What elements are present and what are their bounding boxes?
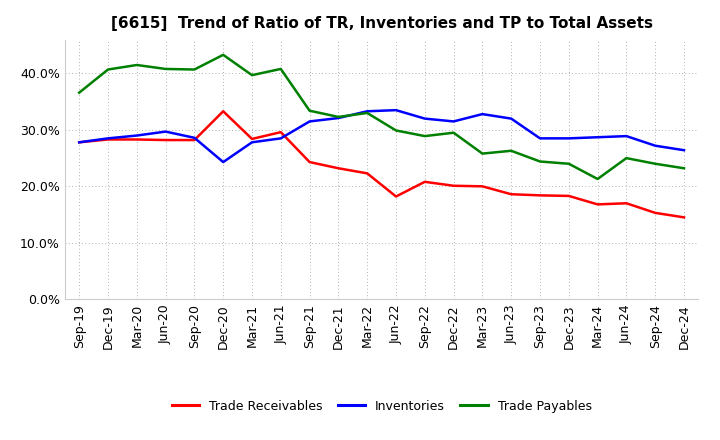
- Trade Receivables: [420, 179, 429, 184]
- Trade Receivables: [161, 137, 170, 143]
- Trade Payables: [132, 62, 141, 68]
- Inventories: [593, 135, 602, 140]
- Trade Payables: [536, 159, 544, 164]
- Inventories: [75, 139, 84, 145]
- Line: Trade Payables: Trade Payables: [79, 55, 684, 179]
- Trade Payables: [190, 67, 199, 72]
- Trade Payables: [276, 66, 285, 72]
- Trade Receivables: [507, 191, 516, 197]
- Trade Payables: [104, 67, 112, 72]
- Trade Payables: [449, 130, 458, 136]
- Trade Receivables: [564, 193, 573, 198]
- Inventories: [363, 109, 372, 114]
- Inventories: [478, 111, 487, 117]
- Trade Payables: [478, 151, 487, 156]
- Inventories: [536, 136, 544, 141]
- Inventories: [305, 119, 314, 124]
- Trade Receivables: [104, 137, 112, 142]
- Trade Payables: [392, 128, 400, 133]
- Trade Payables: [334, 114, 343, 120]
- Trade Receivables: [219, 109, 228, 114]
- Trade Receivables: [363, 171, 372, 176]
- Trade Receivables: [190, 137, 199, 143]
- Trade Receivables: [334, 165, 343, 171]
- Trade Payables: [161, 66, 170, 72]
- Trade Payables: [363, 110, 372, 116]
- Trade Receivables: [392, 194, 400, 199]
- Inventories: [276, 136, 285, 141]
- Trade Receivables: [536, 193, 544, 198]
- Inventories: [651, 143, 660, 148]
- Trade Payables: [564, 161, 573, 166]
- Title: [6615]  Trend of Ratio of TR, Inventories and TP to Total Assets: [6615] Trend of Ratio of TR, Inventories…: [111, 16, 652, 32]
- Trade Receivables: [622, 201, 631, 206]
- Trade Receivables: [449, 183, 458, 188]
- Inventories: [161, 129, 170, 134]
- Trade Receivables: [305, 159, 314, 165]
- Trade Payables: [75, 90, 84, 95]
- Inventories: [334, 115, 343, 121]
- Trade Receivables: [651, 210, 660, 216]
- Inventories: [392, 107, 400, 113]
- Trade Receivables: [248, 136, 256, 142]
- Inventories: [449, 119, 458, 124]
- Trade Receivables: [132, 137, 141, 142]
- Trade Receivables: [276, 129, 285, 135]
- Trade Payables: [593, 176, 602, 182]
- Inventories: [248, 139, 256, 145]
- Trade Receivables: [478, 183, 487, 189]
- Inventories: [190, 135, 199, 140]
- Trade Receivables: [75, 139, 84, 145]
- Inventories: [564, 136, 573, 141]
- Trade Payables: [248, 73, 256, 78]
- Inventories: [420, 116, 429, 121]
- Inventories: [104, 136, 112, 141]
- Trade Payables: [305, 108, 314, 114]
- Inventories: [622, 133, 631, 139]
- Inventories: [680, 147, 688, 153]
- Trade Payables: [219, 52, 228, 58]
- Trade Payables: [680, 165, 688, 171]
- Inventories: [132, 133, 141, 138]
- Line: Trade Receivables: Trade Receivables: [79, 111, 684, 217]
- Inventories: [219, 159, 228, 165]
- Trade Payables: [651, 161, 660, 166]
- Trade Receivables: [593, 202, 602, 207]
- Line: Inventories: Inventories: [79, 110, 684, 162]
- Legend: Trade Receivables, Inventories, Trade Payables: Trade Receivables, Inventories, Trade Pa…: [166, 395, 597, 418]
- Trade Payables: [420, 133, 429, 139]
- Trade Receivables: [680, 215, 688, 220]
- Trade Payables: [622, 155, 631, 161]
- Inventories: [507, 116, 516, 121]
- Trade Payables: [507, 148, 516, 154]
